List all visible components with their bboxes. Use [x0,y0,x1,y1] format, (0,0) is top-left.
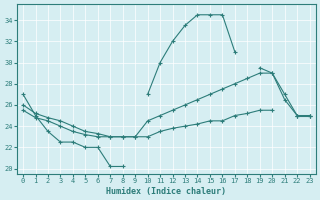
X-axis label: Humidex (Indice chaleur): Humidex (Indice chaleur) [106,187,226,196]
